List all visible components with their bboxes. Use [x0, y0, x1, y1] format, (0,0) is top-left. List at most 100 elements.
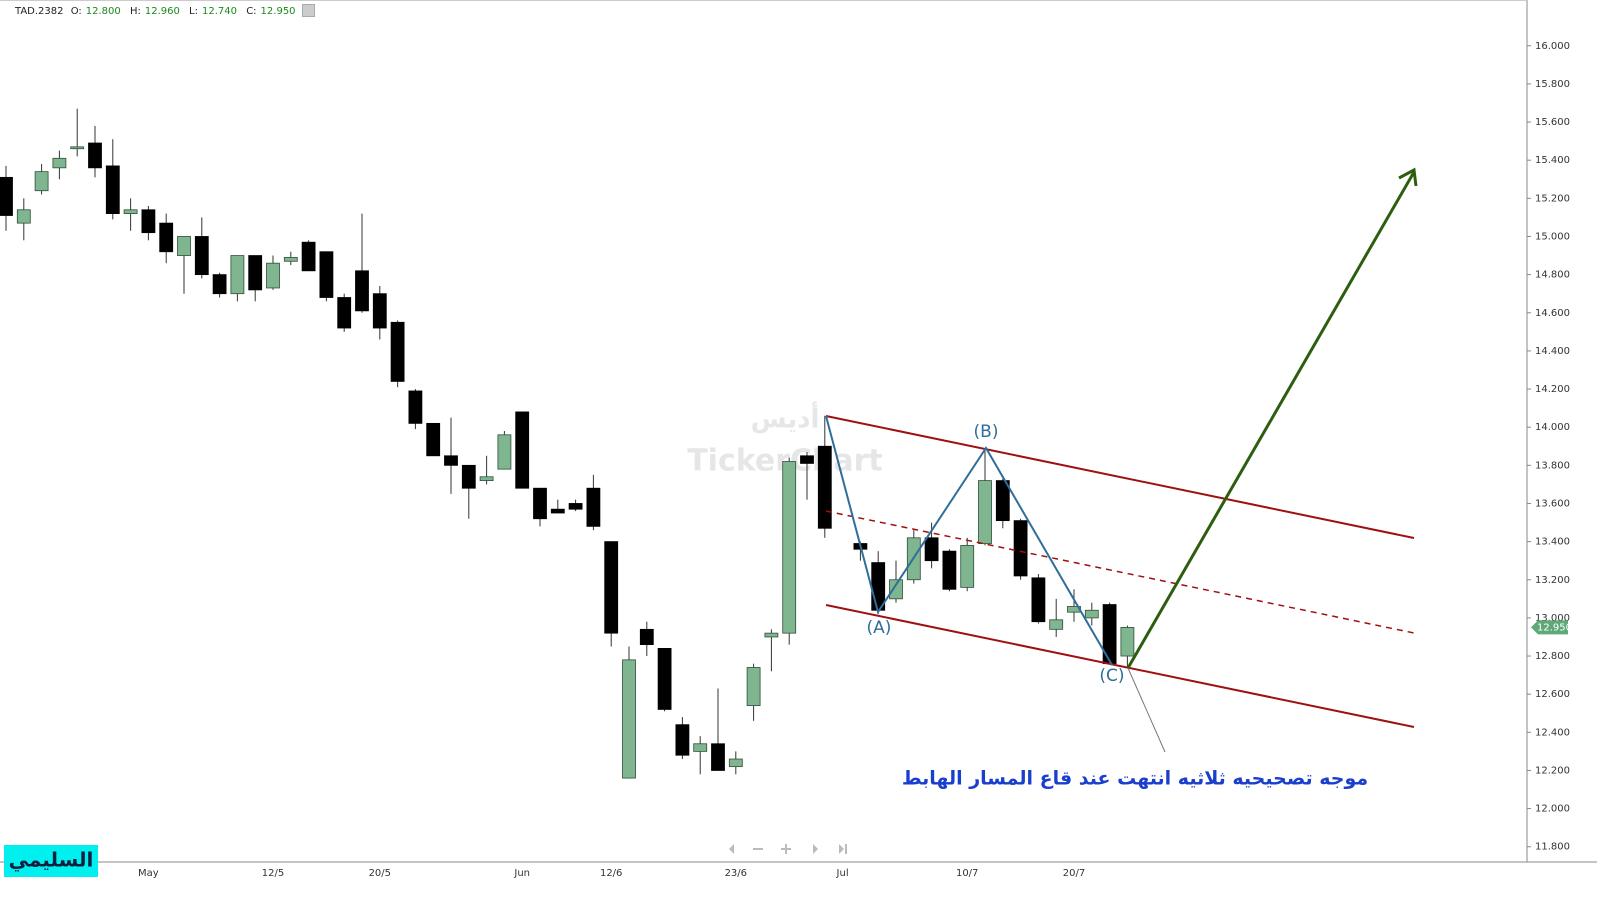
candle-body: [1031, 577, 1046, 623]
candle-body: [515, 411, 530, 489]
last-price-tag: [1531, 620, 1568, 635]
candle-body: [444, 455, 458, 466]
candle-body: [782, 461, 797, 634]
candle-body: [123, 209, 138, 214]
x-tick-label: May: [138, 868, 159, 879]
candle-body: [639, 628, 654, 645]
nav-zoom-in[interactable]: [781, 844, 791, 854]
y-tick-label: 13.000: [1535, 613, 1570, 624]
candle-body: [746, 667, 761, 707]
candle-body: [461, 464, 476, 489]
candle-body: [604, 541, 619, 634]
h-label: H:: [129, 5, 141, 17]
label-a: (A): [867, 618, 892, 638]
symbol: TAD.2382: [15, 5, 64, 17]
last-price-label: 12.950: [1537, 622, 1572, 633]
candle-body: [212, 274, 227, 295]
candle-body: [34, 171, 49, 192]
candle-body: [105, 165, 120, 214]
y-tick-label: 14.400: [1535, 346, 1570, 357]
candle-body: [817, 445, 832, 529]
channel-lower: [825, 604, 1415, 728]
y-tick-label: 15.800: [1535, 79, 1570, 90]
candle-body: [372, 293, 387, 329]
wave-line: [825, 415, 1113, 666]
target-arrow: [1126, 171, 1416, 669]
candle-body: [675, 724, 690, 756]
candle-body: [693, 743, 708, 752]
drawings: [825, 167, 1418, 753]
candle-body: [177, 236, 191, 256]
y-tick-label: 15.000: [1535, 231, 1570, 242]
y-tick-label: 16.000: [1535, 41, 1570, 52]
x-tick-label: 12/5: [262, 868, 284, 879]
candle-body: [924, 537, 939, 562]
label-c: (C): [1099, 666, 1124, 686]
y-tick-label: 12.000: [1535, 804, 1570, 815]
candle-body: [657, 648, 672, 710]
y-tick-label: 14.000: [1535, 422, 1570, 433]
nav-prev[interactable]: [729, 844, 734, 854]
l-value: 12.740: [202, 5, 237, 17]
candle-body: [426, 422, 441, 457]
note: موجه تصحيحيه ثلاثيه انتهت عند قاع المسار…: [902, 768, 1368, 790]
l-label: L:: [189, 5, 198, 17]
candle-body: [0, 176, 13, 216]
candle-body: [960, 545, 975, 588]
x-tick-label: 10/7: [956, 868, 978, 879]
author-badge: [4, 845, 98, 877]
y-tick-label: 13.800: [1535, 460, 1570, 471]
candle-body: [390, 321, 405, 382]
y-tick-label: 13.400: [1535, 537, 1570, 548]
candle-body: [711, 743, 725, 771]
candle-body: [479, 476, 494, 481]
candle-body: [1120, 627, 1135, 657]
y-tick-label: 15.200: [1535, 193, 1570, 204]
label-b: (B): [974, 422, 999, 442]
x-tick-label: 20/7: [1063, 868, 1085, 879]
candle-body: [337, 297, 352, 329]
y-tick-label: 14.800: [1535, 270, 1570, 281]
c-value: 12.950: [260, 5, 296, 17]
y-tick-label: 12.600: [1535, 689, 1570, 700]
watermark-arabic: أديس: [751, 402, 820, 435]
settings-icon[interactable]: [301, 4, 315, 17]
x-tick-label: 23/6: [725, 868, 747, 879]
candle-body: [355, 270, 369, 312]
candle-body: [248, 255, 263, 291]
candle-body: [88, 142, 102, 169]
candle-body: [230, 255, 245, 295]
arrow-head: [1398, 167, 1418, 187]
y-tick-label: 14.200: [1535, 384, 1570, 395]
candle-body: [622, 659, 636, 779]
candle-body: [159, 222, 174, 253]
x-tick-label: Jun: [513, 868, 530, 879]
y-tick-label: 12.200: [1535, 765, 1570, 776]
y-tick-label: 14.600: [1535, 308, 1570, 319]
x-tick-label: 12/6: [600, 868, 622, 879]
candle-body: [283, 257, 298, 262]
y-tick-label: 13.600: [1535, 498, 1570, 509]
candle-body: [266, 262, 280, 289]
ohlc-header: TAD.2382 O: 12.800 H: 12.960 L: 12.740 C: 12…: [15, 4, 319, 17]
o-label: O:: [70, 5, 82, 17]
y-tick-label: 13.200: [1535, 575, 1570, 586]
candle-body: [942, 550, 957, 590]
candle-body: [889, 579, 903, 600]
nav-zoom-out[interactable]: [753, 848, 763, 850]
x-tick-label: Jul: [836, 868, 849, 879]
c-label: C:: [246, 5, 257, 17]
candle-body: [995, 480, 1010, 522]
candle-body: [800, 455, 814, 464]
candle-body: [408, 390, 423, 424]
candle-body: [52, 157, 67, 169]
nav-next[interactable]: [813, 844, 818, 854]
candle-body: [1013, 520, 1028, 577]
y-tick-label: 11.800: [1535, 842, 1570, 853]
candles: [0, 108, 1135, 779]
candle-body: [70, 146, 85, 150]
nav-end[interactable]: [839, 844, 847, 854]
candle-body: [301, 241, 316, 272]
